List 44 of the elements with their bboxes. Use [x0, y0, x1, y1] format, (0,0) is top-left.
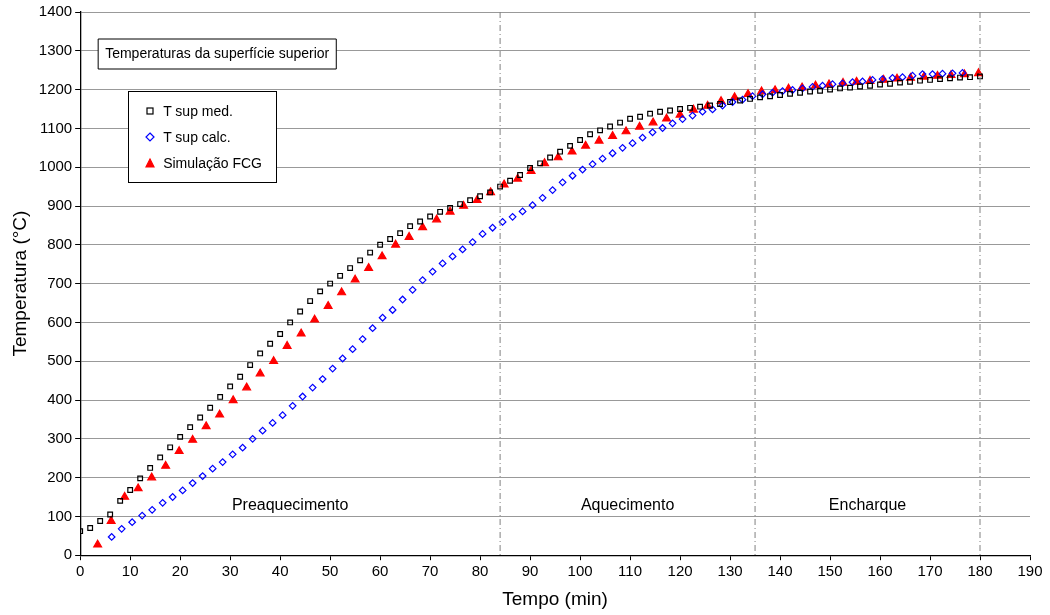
- y-tick-label: 400: [47, 390, 73, 408]
- x-tick-label: 110: [618, 562, 643, 580]
- legend-label: Simulação FCG: [163, 155, 262, 171]
- legend-label: T sup med.: [163, 103, 233, 119]
- y-tick-label: 800: [47, 234, 73, 252]
- x-tick-label: 40: [271, 562, 289, 580]
- x-tick-label: 90: [521, 562, 539, 580]
- x-tick-label: 50: [321, 562, 339, 580]
- legend-label: T sup calc.: [163, 129, 231, 145]
- annotation: Encharque: [828, 495, 907, 513]
- x-tick-label: 30: [221, 562, 239, 580]
- x-tick-label: 0: [76, 562, 85, 580]
- y-tick-label: 700: [47, 273, 73, 291]
- y-tick-label: 300: [47, 428, 73, 446]
- y-tick-label: 1300: [38, 40, 73, 58]
- x-tick-label: 130: [717, 562, 743, 580]
- x-axis-title: Tempo (min): [502, 587, 608, 609]
- y-tick-label: 600: [47, 312, 73, 330]
- y-tick-label: 200: [47, 467, 73, 485]
- y-tick-label: 1100: [39, 118, 73, 136]
- y-tick-label: 100: [47, 506, 73, 524]
- annotation: Preaquecimento: [231, 495, 349, 513]
- x-tick-label: 120: [667, 562, 693, 580]
- y-tick-label: 900: [47, 196, 73, 214]
- x-tick-label: 80: [471, 562, 489, 580]
- y-tick-label: 1200: [38, 79, 73, 97]
- y-tick-label: 0: [63, 545, 73, 563]
- x-tick-label: 190: [1017, 562, 1043, 580]
- x-tick-label: 140: [767, 562, 793, 580]
- annotation: Aquecimento: [580, 495, 675, 513]
- x-tick-label: 100: [567, 562, 593, 580]
- x-tick-label: 10: [121, 562, 139, 580]
- x-tick-label: 180: [967, 562, 993, 580]
- x-tick-label: 60: [371, 562, 389, 580]
- y-tick-label: 1000: [38, 157, 73, 175]
- y-tick-label: 500: [47, 351, 73, 369]
- x-tick-label: 20: [171, 562, 189, 580]
- x-tick-label: 160: [867, 562, 893, 580]
- y-axis-title: Temperatura (°C): [8, 210, 30, 357]
- x-tick-label: 150: [817, 562, 843, 580]
- x-tick-label: 70: [421, 562, 439, 580]
- text: Temperaturas da superfície superior: [105, 44, 330, 61]
- x-tick-label: 170: [917, 562, 943, 580]
- y-tick-label: 1400: [38, 2, 73, 20]
